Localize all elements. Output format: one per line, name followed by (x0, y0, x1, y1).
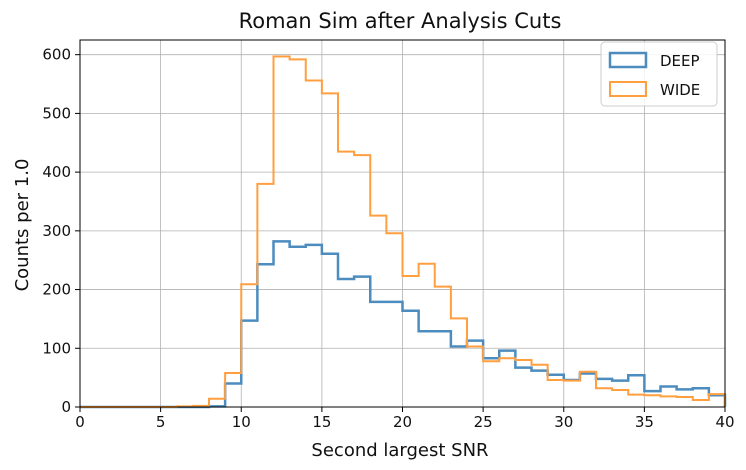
legend-box (600, 41, 718, 107)
y-axis-ticks: 0 100 200 300 400 500 600 (42, 46, 80, 416)
y-tick-label: 600 (42, 46, 71, 64)
y-tick-label: 0 (61, 398, 71, 416)
series-layer (80, 55, 727, 409)
x-tick-label: 20 (393, 413, 412, 431)
x-tick-label: 0 (75, 413, 85, 431)
series-wide-step (80, 55, 726, 408)
y-tick-label: 500 (42, 104, 71, 122)
legend-label-deep: DEEP (660, 52, 700, 70)
x-tick-label: 10 (232, 413, 251, 431)
y-tick-label: 300 (42, 222, 71, 240)
y-tick-label: 400 (42, 163, 71, 181)
x-axis-label: Second largest SNR (311, 440, 488, 461)
x-tick-label: 25 (474, 413, 493, 431)
series-deep-step (80, 240, 727, 409)
legend-label-wide: WIDE (660, 81, 700, 99)
legend-swatch-deep (608, 51, 648, 69)
chart-title: Roman Sim after Analysis Cuts (239, 9, 562, 33)
y-tick-label: 200 (42, 281, 71, 299)
x-tick-label: 35 (635, 413, 654, 431)
y-tick-label: 100 (42, 339, 71, 357)
x-axis-ticks: 0 5 10 15 20 25 30 35 40 (75, 407, 735, 431)
y-axis-label: Counts per 1.0 (12, 159, 33, 292)
x-tick-label: 40 (715, 413, 734, 431)
x-tick-label: 15 (312, 413, 331, 431)
legend: DEEP WIDE (600, 41, 718, 107)
legend-swatch-wide (609, 81, 647, 97)
x-tick-label: 5 (156, 413, 166, 431)
x-tick-label: 30 (554, 413, 573, 431)
